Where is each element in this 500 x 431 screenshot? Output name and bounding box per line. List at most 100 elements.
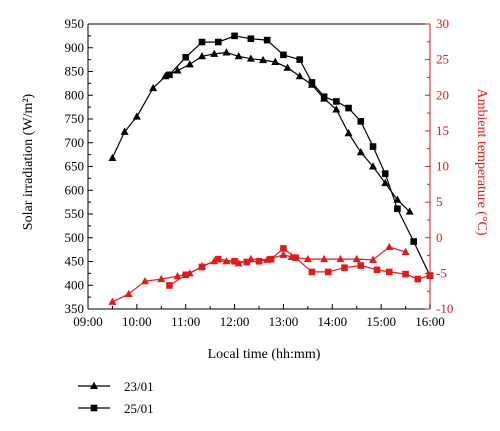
left-y-axis-title: Solar irradiation (W/m²) bbox=[21, 93, 36, 230]
data-point bbox=[333, 98, 340, 105]
data-point bbox=[356, 148, 365, 156]
x-tick-label: 09:00 bbox=[73, 314, 103, 329]
series-2 bbox=[108, 242, 410, 305]
left-tick-label: 650 bbox=[65, 159, 85, 174]
data-point bbox=[271, 57, 280, 65]
data-point bbox=[222, 48, 231, 56]
data-point bbox=[394, 205, 401, 213]
data-point bbox=[344, 129, 353, 137]
left-tick-label: 950 bbox=[65, 16, 85, 31]
data-point bbox=[173, 66, 182, 74]
legend-label: 25/01 bbox=[124, 401, 154, 416]
data-point bbox=[234, 259, 243, 267]
data-point bbox=[141, 277, 149, 285]
data-point bbox=[267, 255, 275, 263]
left-tick-label: 600 bbox=[65, 182, 85, 197]
legend-marker bbox=[90, 381, 98, 389]
series-3 bbox=[166, 245, 434, 289]
data-point bbox=[369, 255, 377, 263]
data-point bbox=[336, 254, 345, 263]
data-point bbox=[198, 52, 206, 60]
x-tick-label: 13:00 bbox=[269, 314, 299, 329]
left-tick-label: 550 bbox=[65, 206, 85, 221]
right-tick-label: 30 bbox=[436, 16, 449, 31]
data-point bbox=[292, 254, 299, 261]
data-point bbox=[246, 54, 255, 62]
data-point bbox=[166, 71, 173, 79]
x-tick-label: 16:00 bbox=[415, 314, 445, 329]
data-point bbox=[369, 143, 377, 150]
right-tick-label: -10 bbox=[436, 301, 453, 316]
right-y-axis: -10 -5 0 5 10 15 20 25 30 bbox=[425, 16, 453, 316]
data-point bbox=[426, 272, 434, 279]
right-tick-label: 10 bbox=[436, 159, 449, 174]
data-point bbox=[231, 257, 238, 265]
data-point bbox=[341, 264, 348, 271]
data-point bbox=[296, 56, 304, 63]
data-point bbox=[263, 36, 271, 44]
x-tick-label: 11:00 bbox=[171, 314, 200, 329]
data-point bbox=[393, 195, 402, 203]
plot-frame bbox=[87, 23, 431, 310]
data-point bbox=[352, 254, 361, 263]
left-tick-label: 400 bbox=[65, 277, 85, 292]
data-point bbox=[373, 266, 381, 274]
data-point bbox=[385, 242, 394, 251]
left-y-axis: 350 400 450 500 550 600 650 700 750 800 850 900 950 bbox=[65, 16, 93, 316]
left-tick-label: 850 bbox=[65, 64, 85, 79]
data-point bbox=[149, 83, 158, 92]
data-point bbox=[410, 238, 418, 245]
x-tick-label: 10:00 bbox=[122, 314, 152, 329]
data-point bbox=[414, 275, 422, 283]
data-point bbox=[124, 289, 133, 298]
data-point bbox=[381, 178, 390, 187]
x-tick-label: 14:00 bbox=[317, 314, 347, 329]
data-point bbox=[405, 207, 414, 215]
data-point bbox=[320, 93, 328, 100]
data-point bbox=[231, 32, 238, 40]
data-point bbox=[308, 268, 316, 276]
data-point bbox=[381, 170, 389, 177]
legend-label: 23/01 bbox=[124, 379, 154, 394]
data-point bbox=[198, 38, 206, 46]
data-point bbox=[401, 247, 410, 255]
data-point bbox=[295, 72, 304, 80]
data-point bbox=[234, 52, 243, 60]
series-layer bbox=[108, 32, 434, 305]
series-line bbox=[112, 246, 406, 303]
data-point bbox=[182, 53, 190, 61]
series-1 bbox=[166, 32, 434, 280]
series-line bbox=[111, 51, 411, 213]
data-point bbox=[210, 49, 219, 57]
left-tick-label: 750 bbox=[65, 111, 85, 126]
data-point bbox=[320, 254, 329, 263]
data-point bbox=[108, 297, 117, 305]
data-point bbox=[214, 38, 222, 46]
series-line bbox=[168, 35, 431, 277]
left-tick-label: 900 bbox=[65, 40, 85, 55]
legend: 23/01 25/01 bbox=[78, 379, 154, 416]
data-point bbox=[259, 55, 268, 64]
data-point bbox=[166, 282, 173, 289]
right-tick-label: 20 bbox=[436, 87, 449, 102]
data-point bbox=[345, 104, 352, 112]
left-tick-label: 700 bbox=[65, 135, 85, 150]
left-tick-label: 800 bbox=[65, 87, 85, 102]
data-point bbox=[357, 118, 365, 125]
data-point bbox=[308, 79, 316, 86]
left-tick-label: 450 bbox=[65, 254, 85, 269]
data-point bbox=[402, 270, 409, 278]
data-point bbox=[173, 272, 182, 280]
x-tick-label: 15:00 bbox=[366, 314, 396, 329]
data-point bbox=[255, 257, 263, 265]
right-y-axis-title: Ambient temperature (°C) bbox=[474, 88, 489, 235]
data-point bbox=[182, 271, 190, 279]
left-tick-label: 350 bbox=[65, 301, 85, 316]
data-point bbox=[303, 254, 312, 263]
data-point bbox=[214, 255, 222, 263]
data-point bbox=[279, 250, 288, 258]
data-point bbox=[280, 245, 287, 252]
right-tick-label: 15 bbox=[436, 123, 449, 138]
data-point bbox=[198, 263, 206, 271]
